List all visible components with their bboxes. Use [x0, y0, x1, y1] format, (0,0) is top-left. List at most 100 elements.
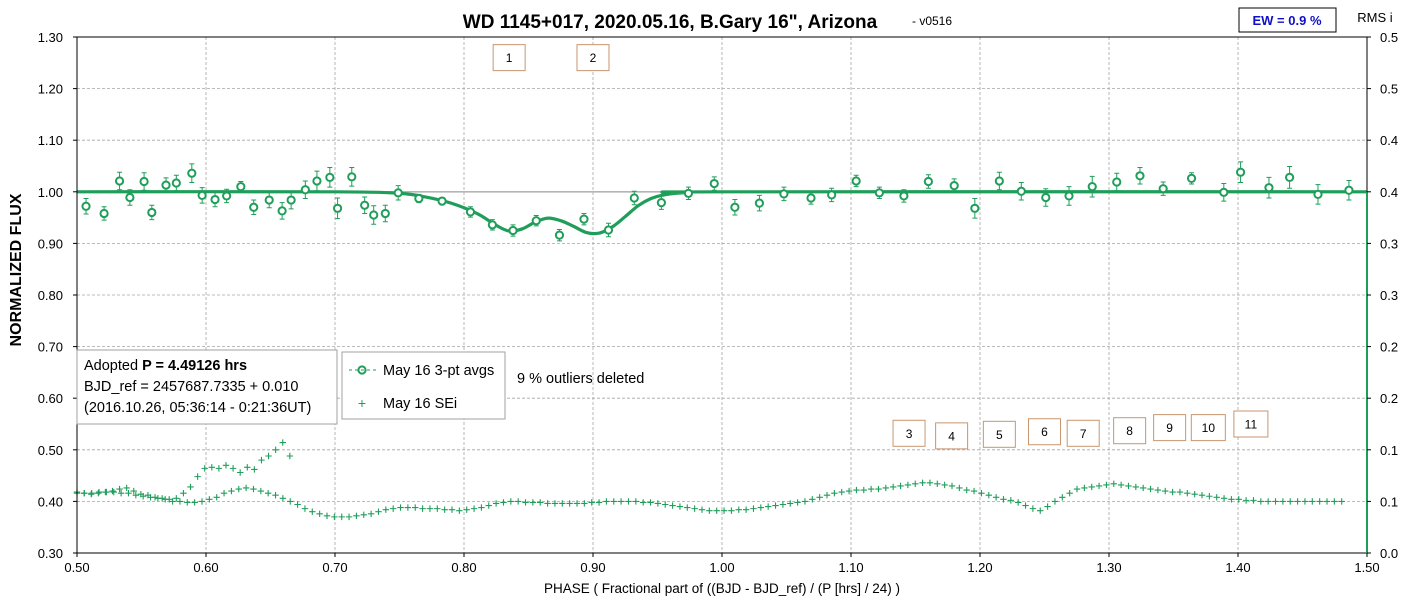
data-point — [554, 230, 565, 240]
event-marker-box — [1153, 414, 1187, 442]
data-point — [508, 225, 518, 236]
event-marker-box — [492, 44, 526, 72]
rms-point — [316, 510, 323, 517]
y2-tick-label: 0.3 — [1380, 236, 1398, 251]
rms-point — [1007, 497, 1015, 504]
data-point — [949, 181, 959, 191]
rms-point — [117, 489, 125, 497]
info-line-2: BJD_ref = 2457687.7335 + 0.010 — [84, 379, 298, 395]
rms-point — [978, 489, 985, 497]
y2-tick-label: 0.2 — [1380, 391, 1398, 406]
x-tick-label: 0.90 — [580, 560, 605, 575]
rms-point — [485, 502, 492, 509]
rms-point — [992, 494, 1000, 501]
rms-point — [1029, 505, 1037, 512]
data-point — [332, 203, 343, 213]
data-point — [81, 201, 91, 211]
data-point — [1064, 191, 1074, 201]
legend-marker-avgs — [357, 365, 367, 375]
event-marker-label: 3 — [906, 427, 913, 441]
event-marker-label: 6 — [1041, 425, 1048, 439]
ew-label: EW = 0.9 % — [1253, 13, 1322, 28]
rms-point — [367, 510, 375, 517]
event-marker-label: 11 — [1245, 418, 1258, 432]
data-point — [99, 208, 109, 219]
flux-points — [81, 167, 1354, 240]
data-point — [437, 196, 447, 206]
rms-point — [228, 487, 235, 495]
y2-tick-label: 0.4 — [1380, 133, 1398, 148]
rms-point — [353, 512, 360, 520]
rms-point — [801, 498, 809, 505]
rms-point — [81, 489, 88, 497]
x-tick-label: 1.00 — [709, 560, 734, 575]
rms-point — [220, 489, 228, 497]
rms-point — [244, 464, 251, 471]
rms-point — [264, 489, 272, 497]
rms-point — [970, 487, 978, 495]
rms-point — [1257, 498, 1265, 505]
event-marker-label: 5 — [996, 428, 1003, 442]
rms-point — [272, 492, 279, 499]
rms-point — [213, 494, 220, 501]
rms-point — [537, 499, 544, 506]
y-tick-label: 0.80 — [38, 288, 63, 303]
x-tick-label: 0.60 — [193, 560, 218, 575]
rms-point — [816, 494, 823, 501]
rms-point — [1272, 498, 1279, 505]
rms-point — [706, 507, 713, 514]
data-point — [730, 202, 740, 212]
rms-point — [125, 489, 132, 497]
rms-point — [345, 513, 353, 521]
y2-tick-label: 0.5 — [1380, 82, 1398, 97]
x-axis-label: PHASE ( Fractional part of ((BJD - BJD_r… — [544, 581, 900, 596]
y2-tick-label: 0.1 — [1380, 443, 1398, 458]
rms-point — [625, 498, 632, 505]
rms-point — [1051, 498, 1059, 505]
rms-point — [201, 465, 208, 472]
data-point — [393, 188, 403, 198]
data-point — [899, 191, 909, 201]
rms-point — [1154, 486, 1162, 494]
flux-error-bars — [83, 161, 1352, 242]
data-point — [325, 172, 335, 182]
rms-point — [904, 481, 912, 489]
event-marker-box — [1233, 410, 1269, 438]
data-point — [579, 214, 589, 224]
x-tick-label: 1.10 — [838, 560, 863, 575]
rms-point — [1000, 496, 1007, 503]
data-point — [531, 216, 541, 226]
rms-point — [173, 495, 180, 502]
data-point — [249, 202, 259, 212]
rms-point — [691, 505, 698, 512]
rms-point — [434, 505, 441, 512]
rms-point — [169, 498, 176, 505]
data-point — [312, 176, 322, 186]
x-tick-label: 1.20 — [967, 560, 992, 575]
rms-point — [88, 489, 95, 497]
rms-point — [301, 505, 309, 512]
data-point — [806, 193, 816, 203]
rms-point — [654, 500, 662, 507]
rms-point — [566, 500, 573, 507]
data-point — [1016, 186, 1026, 196]
rms-point — [1103, 481, 1110, 489]
rms-point — [470, 505, 478, 512]
rms-point — [713, 507, 720, 514]
rms-point — [757, 504, 765, 511]
rms-point — [287, 498, 294, 505]
rms-point — [934, 480, 941, 488]
model-curve-path — [76, 190, 1368, 236]
data-point — [277, 206, 287, 216]
ew-box — [1238, 7, 1337, 33]
rms-point — [389, 505, 397, 512]
rms-point — [603, 498, 610, 505]
rms-point — [272, 446, 279, 453]
legend-frame — [341, 351, 506, 420]
data-point — [369, 210, 379, 220]
x-tick-label: 1.50 — [1354, 560, 1379, 575]
rms-point — [1213, 494, 1220, 501]
data-point — [161, 180, 171, 190]
rms-point — [123, 484, 130, 492]
